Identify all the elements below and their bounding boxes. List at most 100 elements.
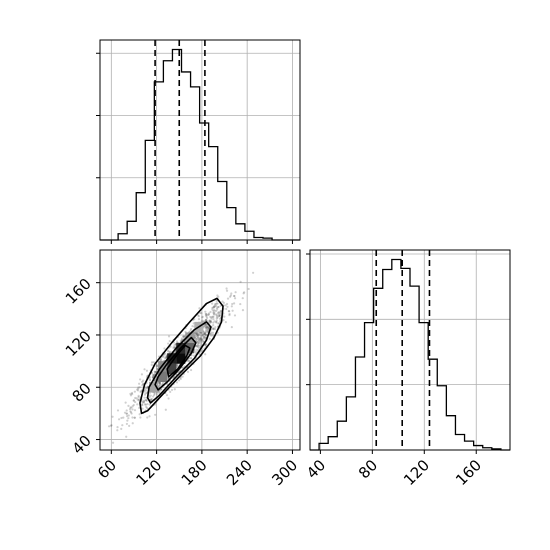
scatter-point xyxy=(204,319,207,322)
scatter-point xyxy=(217,295,220,298)
scatter-point xyxy=(133,409,137,412)
scatter-point xyxy=(212,327,215,330)
scatter-point xyxy=(162,355,165,358)
scatter-point xyxy=(230,292,233,295)
scatter-point xyxy=(182,335,185,338)
scatter-point xyxy=(199,336,202,339)
scatter-point xyxy=(148,395,151,399)
scatter-point xyxy=(205,333,208,336)
scatter-point xyxy=(203,324,206,327)
scatter-point xyxy=(177,379,181,382)
scatter-point xyxy=(167,397,170,400)
scatter-point xyxy=(229,295,232,298)
scatter-point xyxy=(138,399,141,402)
scatter-point xyxy=(212,327,215,330)
scatter-point xyxy=(217,322,220,325)
scatter-point xyxy=(149,398,153,401)
scatter-point xyxy=(215,317,218,320)
scatter-point xyxy=(128,407,132,411)
scatter-point xyxy=(213,303,217,306)
scatter-point xyxy=(150,398,153,401)
scatter-point xyxy=(239,280,242,283)
scatter-point xyxy=(196,332,199,335)
scatter-point xyxy=(205,319,208,322)
joint-scatter-contour-panel: 60 120 180 240 300 40 80 120 160 xyxy=(62,249,301,489)
scatter-point xyxy=(179,377,182,380)
scatter-point xyxy=(195,332,198,335)
scatter-point xyxy=(196,336,200,339)
scatter-point xyxy=(233,302,236,305)
x-tick-label: 180 xyxy=(178,456,211,489)
scatter-point xyxy=(206,316,209,320)
scatter-point xyxy=(208,337,211,340)
scatter-point xyxy=(212,306,215,309)
contour-line xyxy=(139,297,224,415)
histogram-y-panel: 40 80 120 160 xyxy=(303,249,511,489)
scatter-point xyxy=(159,357,163,361)
scatter-point xyxy=(206,326,209,329)
scatter-point xyxy=(210,331,213,334)
scatter-point xyxy=(205,325,208,328)
scatter-point xyxy=(145,405,148,408)
scatter-point xyxy=(212,309,215,312)
scatter-point xyxy=(138,382,141,385)
scatter-point xyxy=(211,308,214,311)
scatter-point xyxy=(209,321,212,324)
scatter-point xyxy=(155,367,159,370)
scatter-point xyxy=(204,353,207,356)
scatter-point xyxy=(161,381,165,384)
scatter-point xyxy=(175,381,179,384)
scatter-point xyxy=(204,314,208,317)
scatter-point xyxy=(230,305,233,308)
scatter-point xyxy=(172,347,175,350)
scatter-point xyxy=(155,365,158,368)
scatter-point xyxy=(209,315,212,319)
scatter-point xyxy=(211,315,214,318)
scatter-point xyxy=(125,412,129,415)
scatter-point xyxy=(217,311,220,314)
scatter-point xyxy=(144,387,147,390)
scatter-point xyxy=(218,313,221,316)
scatter-point xyxy=(204,312,207,315)
scatter-point xyxy=(152,395,155,398)
scatter-point xyxy=(218,314,221,317)
scatter-point xyxy=(124,401,127,404)
scatter-point xyxy=(131,392,134,396)
scatter-point xyxy=(189,329,192,332)
scatter-point xyxy=(146,406,149,410)
scatter-point xyxy=(109,424,113,427)
scatter-point xyxy=(199,344,202,347)
scatter-point xyxy=(209,332,212,335)
contour-line xyxy=(146,321,212,404)
scatter-point xyxy=(150,363,153,366)
scatter-point xyxy=(180,337,183,340)
scatter-point xyxy=(144,403,147,406)
scatter-point xyxy=(141,407,144,410)
scatter-point xyxy=(152,374,155,377)
contour-line xyxy=(154,336,197,391)
scatter-point xyxy=(219,311,222,315)
y-tick-label: 40 xyxy=(69,432,95,458)
scatter-point xyxy=(210,317,213,320)
x-tick-label: 120 xyxy=(132,456,165,489)
scatter-point xyxy=(197,334,200,337)
scatter-point xyxy=(116,429,119,432)
scatter-point xyxy=(175,340,179,343)
scatter-point xyxy=(131,408,134,411)
scatter-point xyxy=(141,384,144,387)
scatter-point xyxy=(203,335,206,338)
scatter-point xyxy=(167,350,170,353)
scatter-point xyxy=(209,320,212,323)
scatter-point xyxy=(158,384,161,388)
scatter-point xyxy=(216,308,219,311)
scatter-point xyxy=(222,301,226,304)
scatter-point xyxy=(148,403,151,406)
scatter-point xyxy=(148,415,151,418)
scatter-point xyxy=(243,291,246,294)
scatter-point xyxy=(203,332,206,336)
scatter-point xyxy=(215,304,218,308)
scatter-point xyxy=(116,426,119,429)
scatter-point xyxy=(204,343,207,346)
scatter-point xyxy=(132,399,135,402)
